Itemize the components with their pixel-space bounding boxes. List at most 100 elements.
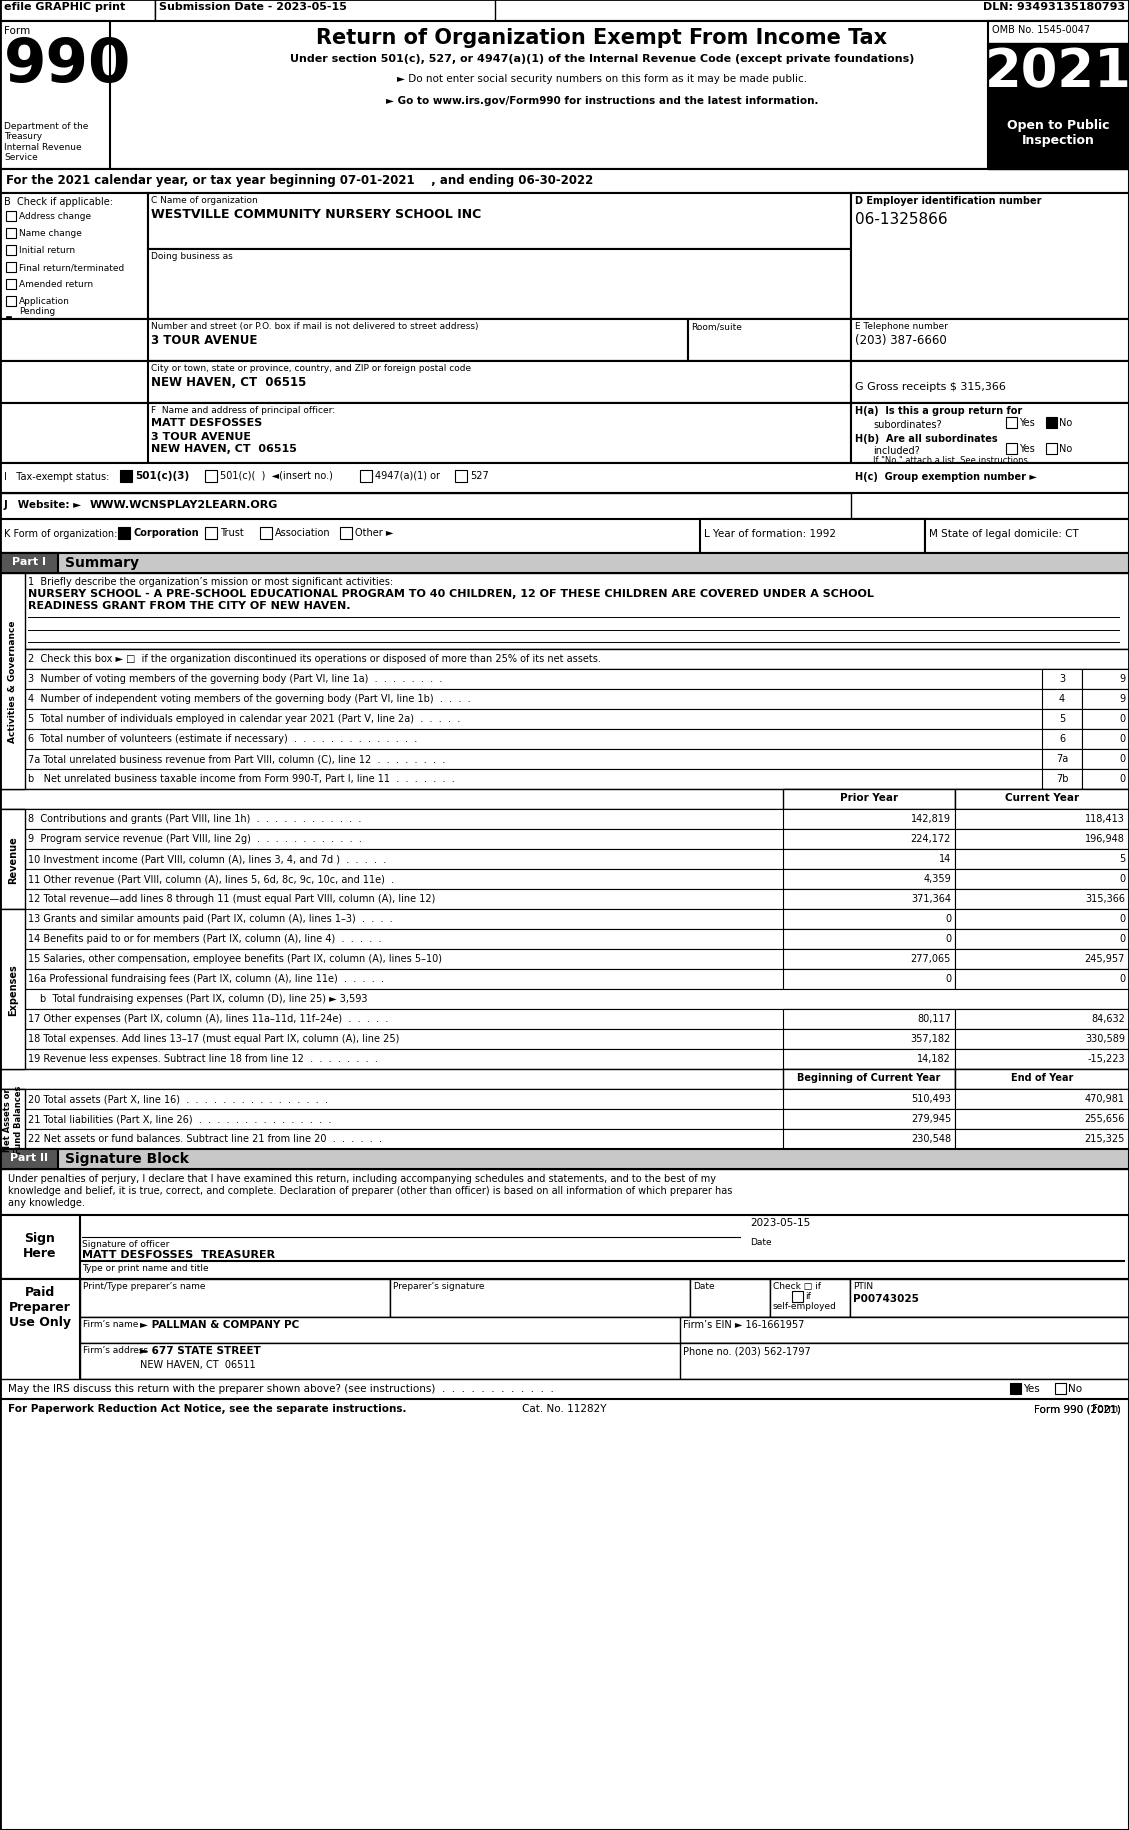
Text: 9: 9 (1120, 694, 1126, 703)
Text: 527: 527 (470, 470, 489, 481)
Bar (360, 470, 371, 483)
Text: 80,117: 80,117 (917, 1014, 951, 1023)
Bar (0, 650, 1129, 670)
Text: 14: 14 (938, 853, 951, 864)
Text: MATT DESFOSSES  TREASURER: MATT DESFOSSES TREASURER (82, 1250, 275, 1259)
Bar (1006, 417, 1017, 428)
Bar (0, 520, 1129, 554)
Bar (0, 362, 1129, 404)
Bar (1082, 730, 1129, 750)
Bar (955, 789, 1129, 809)
Text: NURSERY SCHOOL - A PRE-SCHOOL EDUCATIONAL PROGRAM TO 40 CHILDREN, 12 OF THESE CH: NURSERY SCHOOL - A PRE-SCHOOL EDUCATIONA… (28, 589, 874, 598)
Bar (784, 1030, 955, 1049)
Text: Pending: Pending (19, 307, 55, 317)
Bar (988, 22, 1129, 170)
Text: 118,413: 118,413 (1085, 814, 1124, 824)
Text: Department of the
Treasury
Internal Revenue
Service: Department of the Treasury Internal Reve… (5, 123, 88, 163)
Text: 9: 9 (1120, 673, 1126, 684)
Text: Part II: Part II (10, 1153, 49, 1162)
Text: Under section 501(c), 527, or 4947(a)(1) of the Internal Revenue Code (except pr: Under section 501(c), 527, or 4947(a)(1)… (290, 53, 914, 64)
Bar (340, 527, 352, 540)
Bar (0, 1109, 1129, 1129)
Bar (0, 1049, 1129, 1069)
Bar (1054, 1383, 1066, 1394)
Text: 255,656: 255,656 (1085, 1113, 1124, 1124)
Text: 0: 0 (1120, 714, 1126, 723)
Bar (784, 1049, 955, 1069)
Bar (0, 1149, 1129, 1169)
Text: 4947(a)(1) or: 4947(a)(1) or (375, 470, 440, 481)
Bar (0, 1279, 1129, 1318)
Bar (1045, 443, 1057, 454)
Bar (1082, 710, 1129, 730)
Bar (0, 670, 1129, 690)
Text: M State of legal domicile: CT: M State of legal domicile: CT (929, 529, 1078, 538)
Text: G Gross receipts $ 315,366: G Gross receipts $ 315,366 (855, 382, 1006, 392)
Text: Corporation: Corporation (133, 527, 199, 538)
Text: 6: 6 (1059, 734, 1065, 743)
Text: 14,182: 14,182 (917, 1054, 951, 1063)
Bar (0, 1089, 1129, 1109)
Text: b   Net unrelated business taxable income from Form 990-T, Part I, line 11  .  .: b Net unrelated business taxable income … (28, 774, 455, 783)
Text: NEW HAVEN, CT  06515: NEW HAVEN, CT 06515 (151, 443, 297, 454)
Bar (0, 750, 1129, 770)
Text: WESTVILLE COMMUNITY NURSERY SCHOOL INC: WESTVILLE COMMUNITY NURSERY SCHOOL INC (151, 209, 481, 221)
Bar (0, 809, 1129, 829)
Bar (148, 404, 851, 463)
Bar (0, 463, 1129, 494)
Bar (784, 829, 955, 849)
Text: May the IRS discuss this return with the preparer shown above? (see instructions: May the IRS discuss this return with the… (8, 1383, 554, 1393)
Text: Firm’s name: Firm’s name (84, 1319, 139, 1329)
Text: Name change: Name change (19, 229, 82, 238)
Text: For Paperwork Reduction Act Notice, see the separate instructions.: For Paperwork Reduction Act Notice, see … (8, 1404, 406, 1413)
Text: self-employed: self-employed (773, 1301, 837, 1310)
Text: Amended return: Amended return (19, 280, 93, 289)
Text: Open to Public
Inspection: Open to Public Inspection (1007, 119, 1110, 146)
Text: Current Year: Current Year (1005, 792, 1079, 803)
Bar (6, 212, 16, 221)
Text: Beginning of Current Year: Beginning of Current Year (797, 1072, 940, 1082)
Bar (0, 404, 1129, 463)
Text: included?: included? (873, 447, 920, 456)
Bar (680, 1318, 1129, 1343)
Text: Submission Date - 2023-05-15: Submission Date - 2023-05-15 (159, 2, 347, 13)
Bar (955, 1010, 1129, 1030)
Text: any knowledge.: any knowledge. (8, 1197, 85, 1208)
Text: b  Total fundraising expenses (Part IX, column (D), line 25) ► 3,593: b Total fundraising expenses (Part IX, c… (40, 994, 368, 1003)
Text: Type or print name and title: Type or print name and title (82, 1263, 209, 1272)
Text: 224,172: 224,172 (911, 833, 951, 844)
Bar (955, 1069, 1129, 1089)
Bar (0, 849, 1129, 869)
Bar (205, 527, 217, 540)
Bar (850, 1279, 1129, 1318)
Bar (0, 730, 1129, 750)
Text: Signature of officer: Signature of officer (82, 1239, 169, 1248)
Bar (0, 1129, 1129, 1149)
Text: 196,948: 196,948 (1085, 833, 1124, 844)
Text: City or town, state or province, country, and ZIP or foreign postal code: City or town, state or province, country… (151, 364, 471, 373)
Bar (119, 527, 130, 540)
Bar (770, 1279, 850, 1318)
Bar (0, 889, 1129, 910)
Text: No: No (1068, 1383, 1082, 1393)
Text: 4  Number of independent voting members of the governing body (Part VI, line 1b): 4 Number of independent voting members o… (28, 694, 471, 703)
Bar (148, 194, 851, 251)
Bar (0, 710, 1129, 730)
Bar (955, 1129, 1129, 1149)
Bar (955, 829, 1129, 849)
Bar (0, 950, 1129, 970)
Text: C Name of organization: C Name of organization (151, 196, 257, 205)
Bar (700, 520, 925, 554)
Text: PTIN: PTIN (854, 1281, 873, 1290)
Bar (6, 229, 16, 240)
Bar (0, 990, 1129, 1010)
Text: -15,223: -15,223 (1087, 1054, 1124, 1063)
Text: D Employer identification number: D Employer identification number (855, 196, 1041, 207)
Text: OMB No. 1545-0047: OMB No. 1545-0047 (992, 26, 1091, 35)
Text: Initial return: Initial return (19, 245, 76, 254)
Bar (0, 1089, 25, 1149)
Bar (1082, 670, 1129, 690)
Bar (1042, 690, 1082, 710)
Text: 3 TOUR AVENUE: 3 TOUR AVENUE (151, 432, 251, 441)
Bar (0, 770, 1129, 789)
